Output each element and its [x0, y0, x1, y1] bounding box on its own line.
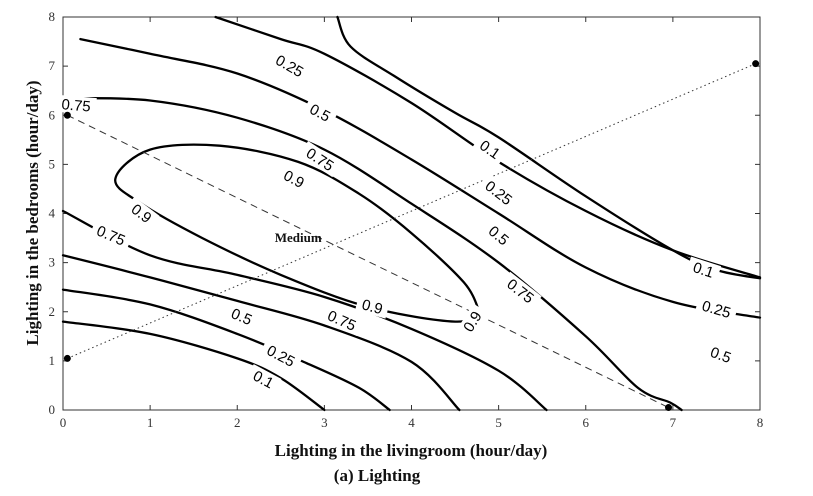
contour-label: 0.1 — [685, 256, 722, 283]
marker-point — [63, 354, 71, 362]
marker-point — [752, 60, 760, 68]
contour-label-bg — [124, 196, 160, 230]
contour-line-0-5 — [61, 254, 461, 412]
contour-label-bg — [685, 256, 722, 283]
contour-label-text: 0.9 — [360, 296, 385, 318]
contour-label-bg — [55, 94, 97, 116]
x-tick-label: 4 — [408, 415, 415, 430]
contour-label-text: 0.5 — [708, 344, 733, 367]
axis-ticks: 0 1 2 3 4 5 6 7 8 0 1 2 3 4 5 6 7 8 — [49, 9, 764, 430]
contour-label-bg — [472, 133, 508, 166]
x-axis-title: Lighting in the livingroom (hour/day) — [275, 441, 548, 460]
annotation-medium: Medium — [275, 230, 322, 245]
contour-line-0-25 — [214, 15, 762, 279]
y-tick-label: 1 — [49, 353, 56, 368]
contour-line-0-75 — [70, 96, 683, 412]
contour-label-bg — [245, 364, 282, 394]
contour-label-bg — [268, 48, 312, 84]
contour-label-bg — [694, 295, 739, 323]
contour-label-bg — [259, 338, 303, 373]
contour-label-bg — [302, 97, 339, 128]
y-tick-label: 5 — [49, 156, 56, 171]
contour-label-bg — [481, 218, 517, 252]
contour-label-bg — [477, 173, 520, 212]
markers — [63, 60, 760, 412]
x-tick-label: 2 — [234, 415, 241, 430]
contour-label-text: 0.75 — [61, 96, 92, 115]
marker-point — [665, 404, 673, 412]
contour-label: 0.9 — [355, 294, 390, 319]
dashed-line — [67, 114, 669, 408]
contour-line-0-75 — [61, 209, 548, 412]
contour-label-bg — [276, 163, 313, 194]
x-tick-label: 6 — [583, 415, 590, 430]
contour-label: 0.5 — [703, 341, 739, 368]
x-tick-label: 5 — [495, 415, 502, 430]
contour-label-bg — [355, 294, 390, 319]
contour-label-text: 0.1 — [691, 259, 716, 282]
contour-label: 0.75 — [55, 94, 97, 116]
contour-label-bg — [298, 141, 342, 178]
x-tick-label: 7 — [670, 415, 677, 430]
contour-label-bg — [703, 341, 739, 368]
dotted-line — [67, 63, 756, 359]
contour-label-bg — [223, 302, 260, 331]
contour-label-bg — [89, 219, 133, 251]
contour-label-bg — [499, 271, 542, 310]
contour-label-bg — [320, 304, 364, 337]
x-tick-label: 0 — [60, 415, 67, 430]
y-tick-label: 6 — [49, 107, 56, 122]
contour-label: 0.5 — [223, 302, 260, 331]
y-tick-label: 0 — [49, 402, 56, 417]
plot-area-frame — [62, 16, 761, 411]
y-tick-label: 8 — [49, 9, 56, 24]
contour-line-0-25 — [61, 288, 391, 412]
x-tick-label: 3 — [321, 415, 328, 430]
x-tick-label: 1 — [147, 415, 154, 430]
contour-line-0-1 — [61, 320, 326, 412]
y-tick-label: 4 — [49, 206, 56, 221]
y-tick-label: 3 — [49, 255, 56, 270]
contour-label: 0.1 — [472, 133, 508, 166]
contour-label-text: 0.5 — [228, 305, 254, 329]
y-tick-label: 2 — [49, 304, 56, 319]
marker-point — [63, 111, 71, 119]
x-tick-label: 8 — [757, 415, 764, 430]
contour-line-0-5 — [79, 37, 762, 319]
guide-lines — [67, 63, 756, 408]
y-axis-title: Lighting in the bedrooms (hour/day) — [23, 80, 42, 345]
figure-caption: (a) Lighting — [334, 466, 421, 485]
contour-label-bg — [456, 303, 488, 340]
y-tick-label: 7 — [49, 58, 56, 73]
